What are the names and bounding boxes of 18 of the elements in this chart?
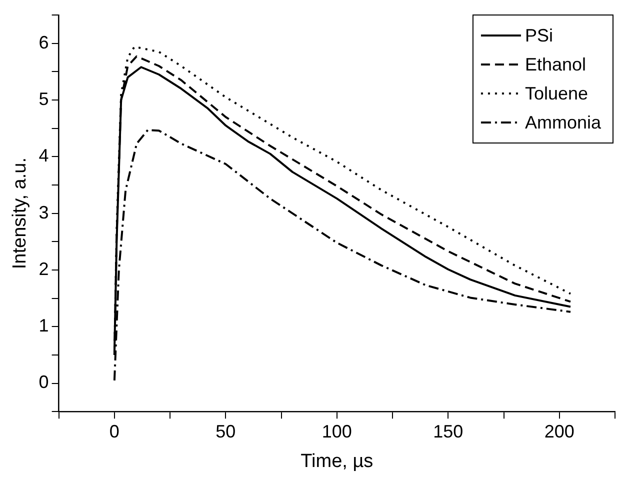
y-tick-label: 4 — [38, 146, 49, 166]
x-tick-label: 100 — [322, 421, 352, 442]
x-tick-label: 0 — [109, 421, 120, 442]
y-tick-label: 6 — [38, 32, 49, 52]
legend-label: Ammonia — [524, 112, 602, 132]
y-tick-label: 2 — [38, 258, 49, 279]
x-tick-label: 150 — [433, 421, 464, 442]
x-axis-title: Time, µs — [300, 450, 374, 472]
legend-label: Ethanol — [524, 54, 586, 74]
legend-label: Toluene — [524, 83, 588, 104]
y-tick-label: 0 — [38, 372, 49, 392]
y-tick-label: 5 — [38, 88, 49, 109]
x-tick-label: 200 — [544, 421, 574, 442]
y-axis-title: Intensity, a.u. — [10, 157, 31, 270]
y-tick-label: 1 — [38, 316, 49, 336]
y-tick-label: 3 — [38, 202, 49, 222]
x-tick-label: 50 — [216, 421, 236, 442]
legend-label: PSi — [524, 25, 553, 46]
